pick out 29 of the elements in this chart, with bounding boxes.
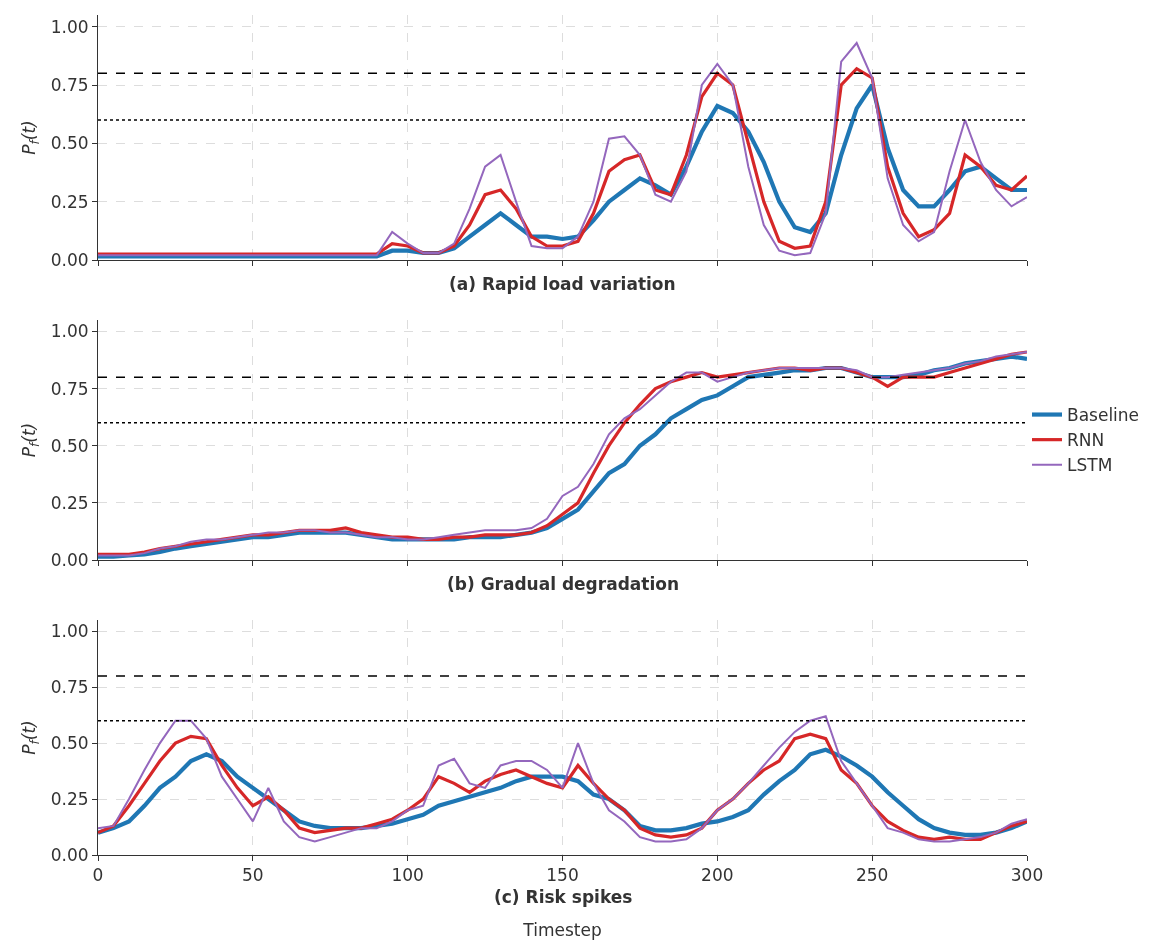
x-tick-label: 0 (92, 865, 104, 886)
y-tick-label: 0.00 (50, 549, 89, 570)
y-tick-label: 0.25 (50, 191, 89, 212)
legend-label: LSTM (1067, 455, 1113, 476)
y-tick-label: 1.00 (50, 321, 89, 342)
y-tick-label: 1.00 (50, 621, 89, 642)
y-tick-label: 0.75 (50, 677, 89, 698)
legend-label: RNN (1067, 430, 1105, 451)
x-tick-label: 100 (391, 865, 424, 886)
x-tick-label: 150 (546, 865, 579, 886)
x-tick-label: 50 (242, 865, 264, 886)
text: (b) Gradual degradation (447, 574, 680, 594)
x-axis-title: Timestep (522, 920, 602, 940)
y-tick-label: 0.75 (50, 378, 89, 399)
y-tick-label: 0.00 (50, 844, 89, 865)
y-tick-label: 1.00 (50, 16, 89, 37)
y-tick-label: 0.50 (50, 133, 89, 154)
text: (a) Rapid load variation (449, 274, 676, 294)
y-tick-label: 0.50 (50, 733, 89, 754)
text: (c) Risk spikes (494, 887, 633, 907)
y-tick-label: 0.25 (50, 492, 89, 513)
y-tick-label: 0.75 (50, 74, 89, 95)
x-tick-label: 200 (701, 865, 734, 886)
x-tick-label: 300 (1010, 865, 1044, 886)
x-tick-label: 250 (855, 865, 889, 886)
y-tick-label: 0.25 (50, 789, 89, 809)
y-tick-label: 0.50 (50, 435, 89, 456)
legend-label: Baseline (1067, 405, 1140, 426)
y-tick-label: 0.00 (50, 249, 89, 270)
